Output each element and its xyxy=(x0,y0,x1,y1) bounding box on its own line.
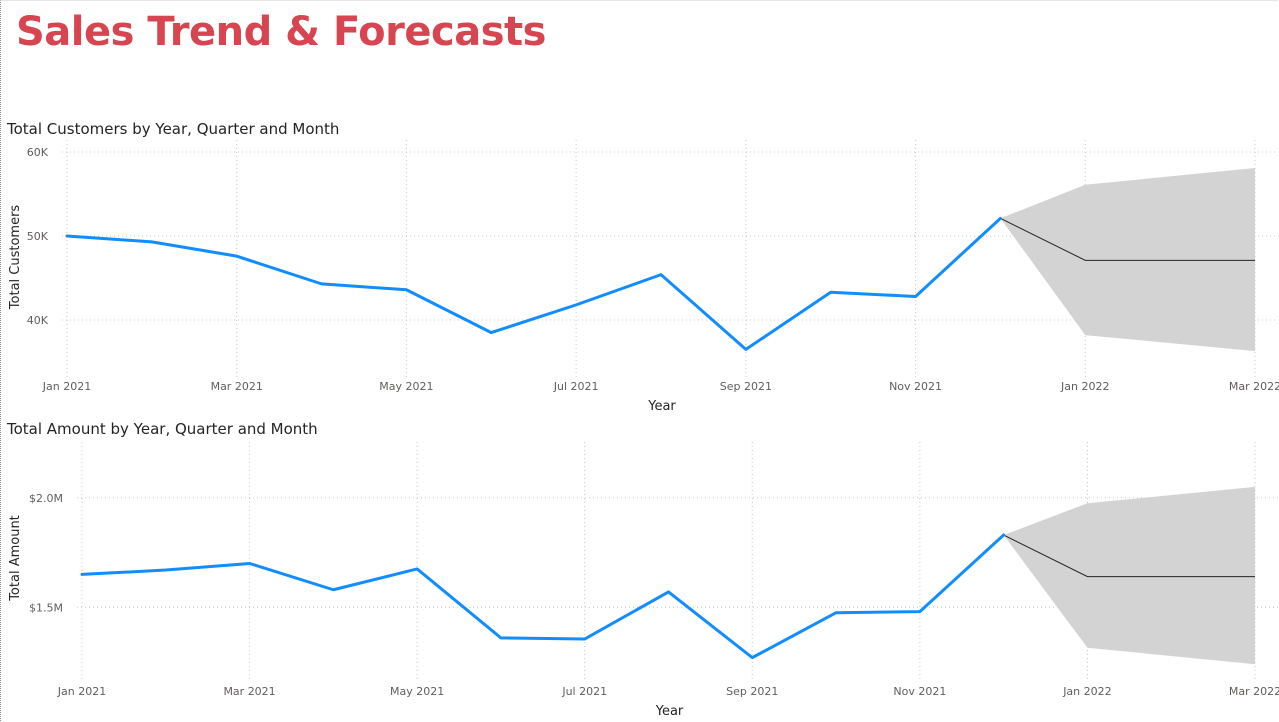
data-point[interactable] xyxy=(64,233,70,239)
data-point[interactable] xyxy=(573,302,579,308)
x-tick-label: Jan 2022 xyxy=(1060,380,1109,393)
chart-title-customers: Total Customers by Year, Quarter and Mon… xyxy=(7,120,340,138)
forecast-line xyxy=(1000,217,1255,261)
x-tick-label: Mar 2021 xyxy=(211,380,263,393)
data-point[interactable] xyxy=(414,566,420,572)
y-tick-label: 50K xyxy=(27,230,49,243)
data-point[interactable] xyxy=(319,281,325,287)
x-tick-label: Mar 2021 xyxy=(223,685,275,698)
data-point[interactable] xyxy=(913,293,919,299)
data-point[interactable] xyxy=(498,635,504,641)
x-tick-label: Sep 2021 xyxy=(720,380,772,393)
y-axis-title: Total Amount xyxy=(8,515,23,602)
data-point[interactable] xyxy=(743,346,749,352)
y-tick-label: 60K xyxy=(27,146,49,159)
x-tick-label: Mar 2022 xyxy=(1229,380,1279,393)
data-point[interactable] xyxy=(234,253,240,259)
y-tick-label: $1.5M xyxy=(29,601,63,614)
x-tick-label: Jul 2021 xyxy=(553,380,599,393)
x-tick-label: May 2021 xyxy=(379,380,433,393)
data-point[interactable] xyxy=(997,215,1003,221)
data-point[interactable] xyxy=(488,330,494,336)
x-axis-title: Year xyxy=(647,399,676,414)
x-tick-label: Nov 2021 xyxy=(893,685,946,698)
data-point[interactable] xyxy=(582,636,588,642)
data-point[interactable] xyxy=(666,589,672,595)
x-tick-label: Sep 2021 xyxy=(726,685,778,698)
data-point[interactable] xyxy=(149,239,155,245)
x-tick-label: Jan 2021 xyxy=(42,380,91,393)
x-tick-label: Jul 2021 xyxy=(561,685,607,698)
data-point[interactable] xyxy=(833,610,839,616)
data-point[interactable] xyxy=(163,567,169,573)
data-point[interactable] xyxy=(828,289,834,295)
x-tick-label: Jan 2022 xyxy=(1062,685,1111,698)
data-point[interactable] xyxy=(330,587,336,593)
amount-line-chart[interactable]: $1.5M $2.0M Jan 2021 Mar 2021 May 2021 Jul 20… xyxy=(0,440,1279,722)
x-tick-label: Jan 2021 xyxy=(57,685,106,698)
data-point[interactable] xyxy=(79,571,85,577)
x-tick-label: Mar 2022 xyxy=(1229,685,1279,698)
page-title: Sales Trend & Forecasts xyxy=(16,9,546,55)
x-tick-label: Nov 2021 xyxy=(889,380,942,393)
customers-line-chart[interactable]: 40K 50K 60K Jan 2021 Mar 2021 May 2021 Jul 202… xyxy=(0,140,1279,420)
y-tick-label: $2.0M xyxy=(29,492,63,505)
data-point[interactable] xyxy=(403,287,409,293)
forecast-confidence-band xyxy=(1003,486,1255,665)
series-line xyxy=(65,216,1002,351)
forecast-confidence-band xyxy=(1000,167,1255,352)
series-line xyxy=(80,533,1006,660)
forecast-line xyxy=(1003,534,1255,578)
y-axis-title: Total Customers xyxy=(8,205,23,311)
data-point[interactable] xyxy=(247,560,253,566)
data-point[interactable] xyxy=(749,655,755,661)
data-point[interactable] xyxy=(658,272,664,278)
x-tick-label: May 2021 xyxy=(390,685,444,698)
chart-title-amount: Total Amount by Year, Quarter and Month xyxy=(7,420,318,438)
y-tick-label: 40K xyxy=(27,314,49,327)
data-point[interactable] xyxy=(1001,532,1007,538)
x-axis-title: Year xyxy=(655,704,684,719)
data-point[interactable] xyxy=(917,609,923,615)
